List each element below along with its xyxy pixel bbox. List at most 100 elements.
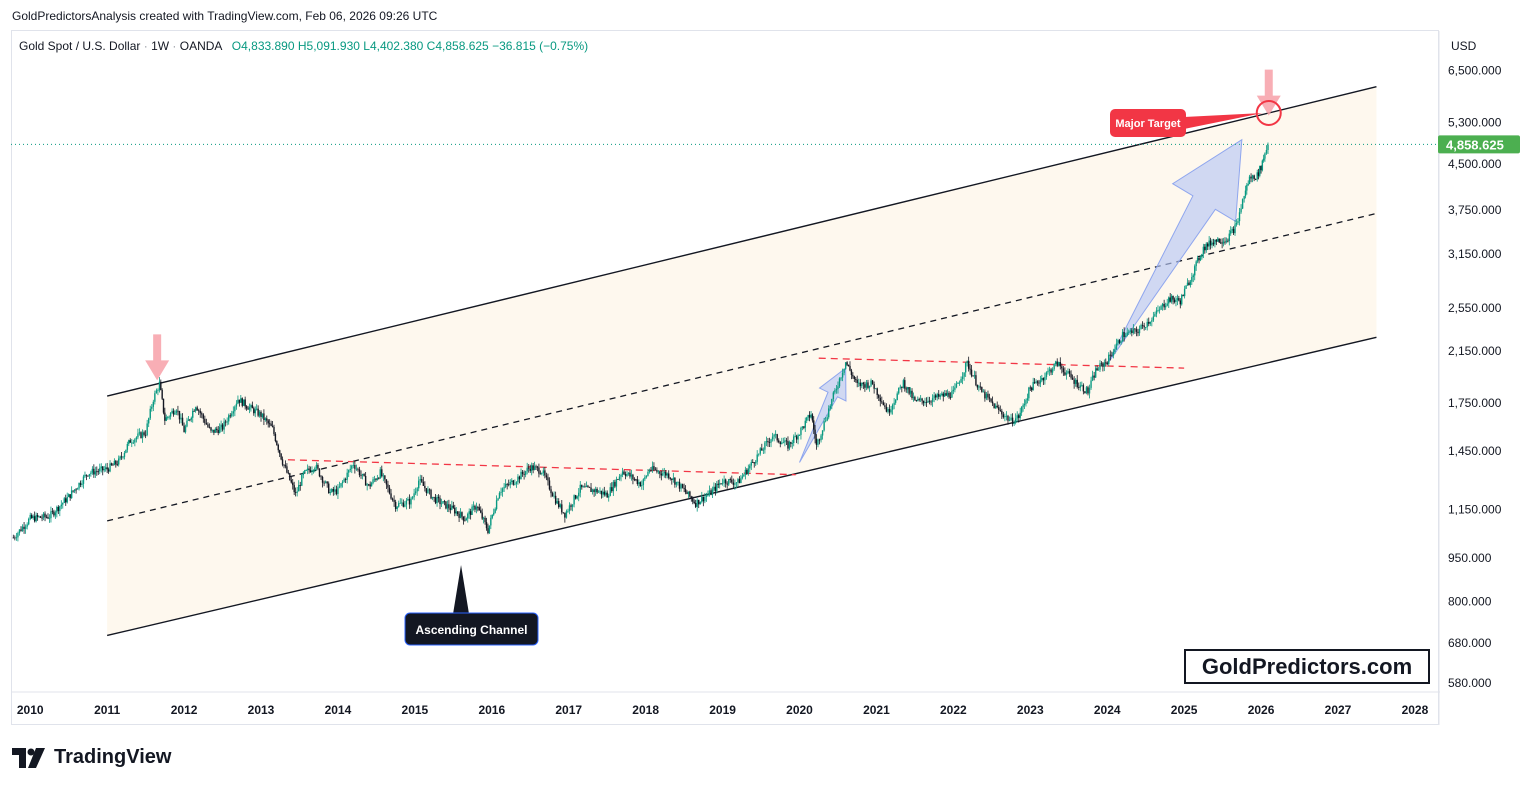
candle-body xyxy=(274,433,277,442)
candle-body xyxy=(1264,153,1266,159)
candle-body xyxy=(387,484,389,488)
candle-body xyxy=(862,382,865,385)
candle-body xyxy=(1151,320,1153,322)
candle-body xyxy=(1112,352,1115,356)
candle-body xyxy=(683,487,685,490)
candle-body xyxy=(1132,328,1135,334)
candle-body xyxy=(723,479,725,483)
candle-body xyxy=(996,405,998,408)
candle-body xyxy=(884,405,886,407)
candle-body xyxy=(41,517,43,519)
candle-body xyxy=(267,420,269,424)
attribution-text: GoldPredictorsAnalysis created with Trad… xyxy=(12,9,438,23)
candle-body xyxy=(1079,385,1081,388)
candle-body xyxy=(161,389,163,399)
candle-body xyxy=(394,501,397,510)
candle-body xyxy=(1164,305,1167,308)
candle-body xyxy=(915,399,918,401)
candle-body xyxy=(462,516,465,521)
candle-body xyxy=(1062,368,1065,373)
candle-body xyxy=(785,440,788,442)
candle-body xyxy=(674,477,676,485)
candle-body xyxy=(437,496,440,499)
candle-body xyxy=(201,413,203,415)
candle-body xyxy=(678,481,681,489)
candle-body xyxy=(26,524,28,527)
candle-body xyxy=(448,504,450,509)
candle-body xyxy=(753,462,755,464)
candle-body xyxy=(17,533,19,538)
candle-body xyxy=(627,472,630,474)
candle-body xyxy=(964,363,967,373)
candle-body xyxy=(1161,303,1164,307)
candle-body xyxy=(192,410,194,418)
candle-body xyxy=(620,474,622,477)
candle-body xyxy=(39,516,42,518)
candle-body xyxy=(663,471,665,474)
candle-body xyxy=(334,489,336,492)
candle-body xyxy=(1198,257,1200,261)
candle-body xyxy=(184,426,187,433)
candle-body xyxy=(1109,354,1111,356)
candle-body xyxy=(320,476,322,478)
candle-body xyxy=(759,448,761,454)
candle-body xyxy=(1048,369,1051,371)
candle-body xyxy=(659,471,661,474)
candle-body xyxy=(247,408,249,410)
candle-body xyxy=(536,466,539,468)
candle-body xyxy=(1178,298,1180,301)
candle-body xyxy=(933,395,935,399)
currency-label[interactable]: USD xyxy=(1451,39,1477,53)
candle-body xyxy=(171,410,173,414)
candle-body xyxy=(1194,266,1196,276)
candle-body xyxy=(928,400,931,402)
candle-body xyxy=(364,475,367,486)
candle-body xyxy=(304,470,306,473)
tradingview-brand[interactable]: TradingView xyxy=(12,746,171,769)
candle-body xyxy=(707,494,709,496)
candle-body xyxy=(361,473,364,476)
candle-body xyxy=(721,482,724,484)
candle-body xyxy=(32,516,34,519)
candle-body xyxy=(1237,221,1239,223)
candle-body xyxy=(464,520,466,522)
candle-body xyxy=(151,406,153,409)
x-tick-label: 2016 xyxy=(478,703,505,717)
candle-body xyxy=(1053,364,1055,370)
high-value: H5,091.930 xyxy=(297,39,360,53)
candle-body xyxy=(375,479,377,481)
candle-body xyxy=(702,496,705,502)
candle-body xyxy=(1262,158,1265,161)
candle-body xyxy=(213,429,215,433)
candle-body xyxy=(482,517,485,519)
candle-body xyxy=(141,432,144,438)
candle-body xyxy=(639,482,642,487)
candle-body xyxy=(603,491,606,495)
candle-body xyxy=(1251,175,1254,179)
candle-body xyxy=(813,420,815,430)
candle-body xyxy=(1085,387,1088,394)
candle-body xyxy=(497,498,499,501)
candle-body xyxy=(408,498,411,505)
candle-body xyxy=(1148,321,1150,324)
candle-body xyxy=(202,414,205,419)
channel-callout-pointer xyxy=(453,565,470,614)
candle-body xyxy=(293,485,295,493)
candle-body xyxy=(584,486,586,488)
peak-arrow-2 xyxy=(1256,69,1281,116)
candle-body xyxy=(338,486,341,488)
candle-body xyxy=(878,395,880,398)
exchange-label: OANDA xyxy=(179,39,222,53)
interval-label[interactable]: 1W xyxy=(151,39,170,53)
candle-body xyxy=(1070,373,1072,378)
candle-body xyxy=(59,506,61,512)
candle-body xyxy=(1090,380,1092,388)
candle-body xyxy=(871,380,874,385)
symbol-name[interactable]: Gold Spot / U.S. Dollar xyxy=(19,39,141,53)
candle-body xyxy=(958,382,961,384)
candle-body xyxy=(419,479,421,481)
candle-body xyxy=(458,514,460,518)
candle-body xyxy=(985,393,988,399)
candle-body xyxy=(846,362,848,365)
